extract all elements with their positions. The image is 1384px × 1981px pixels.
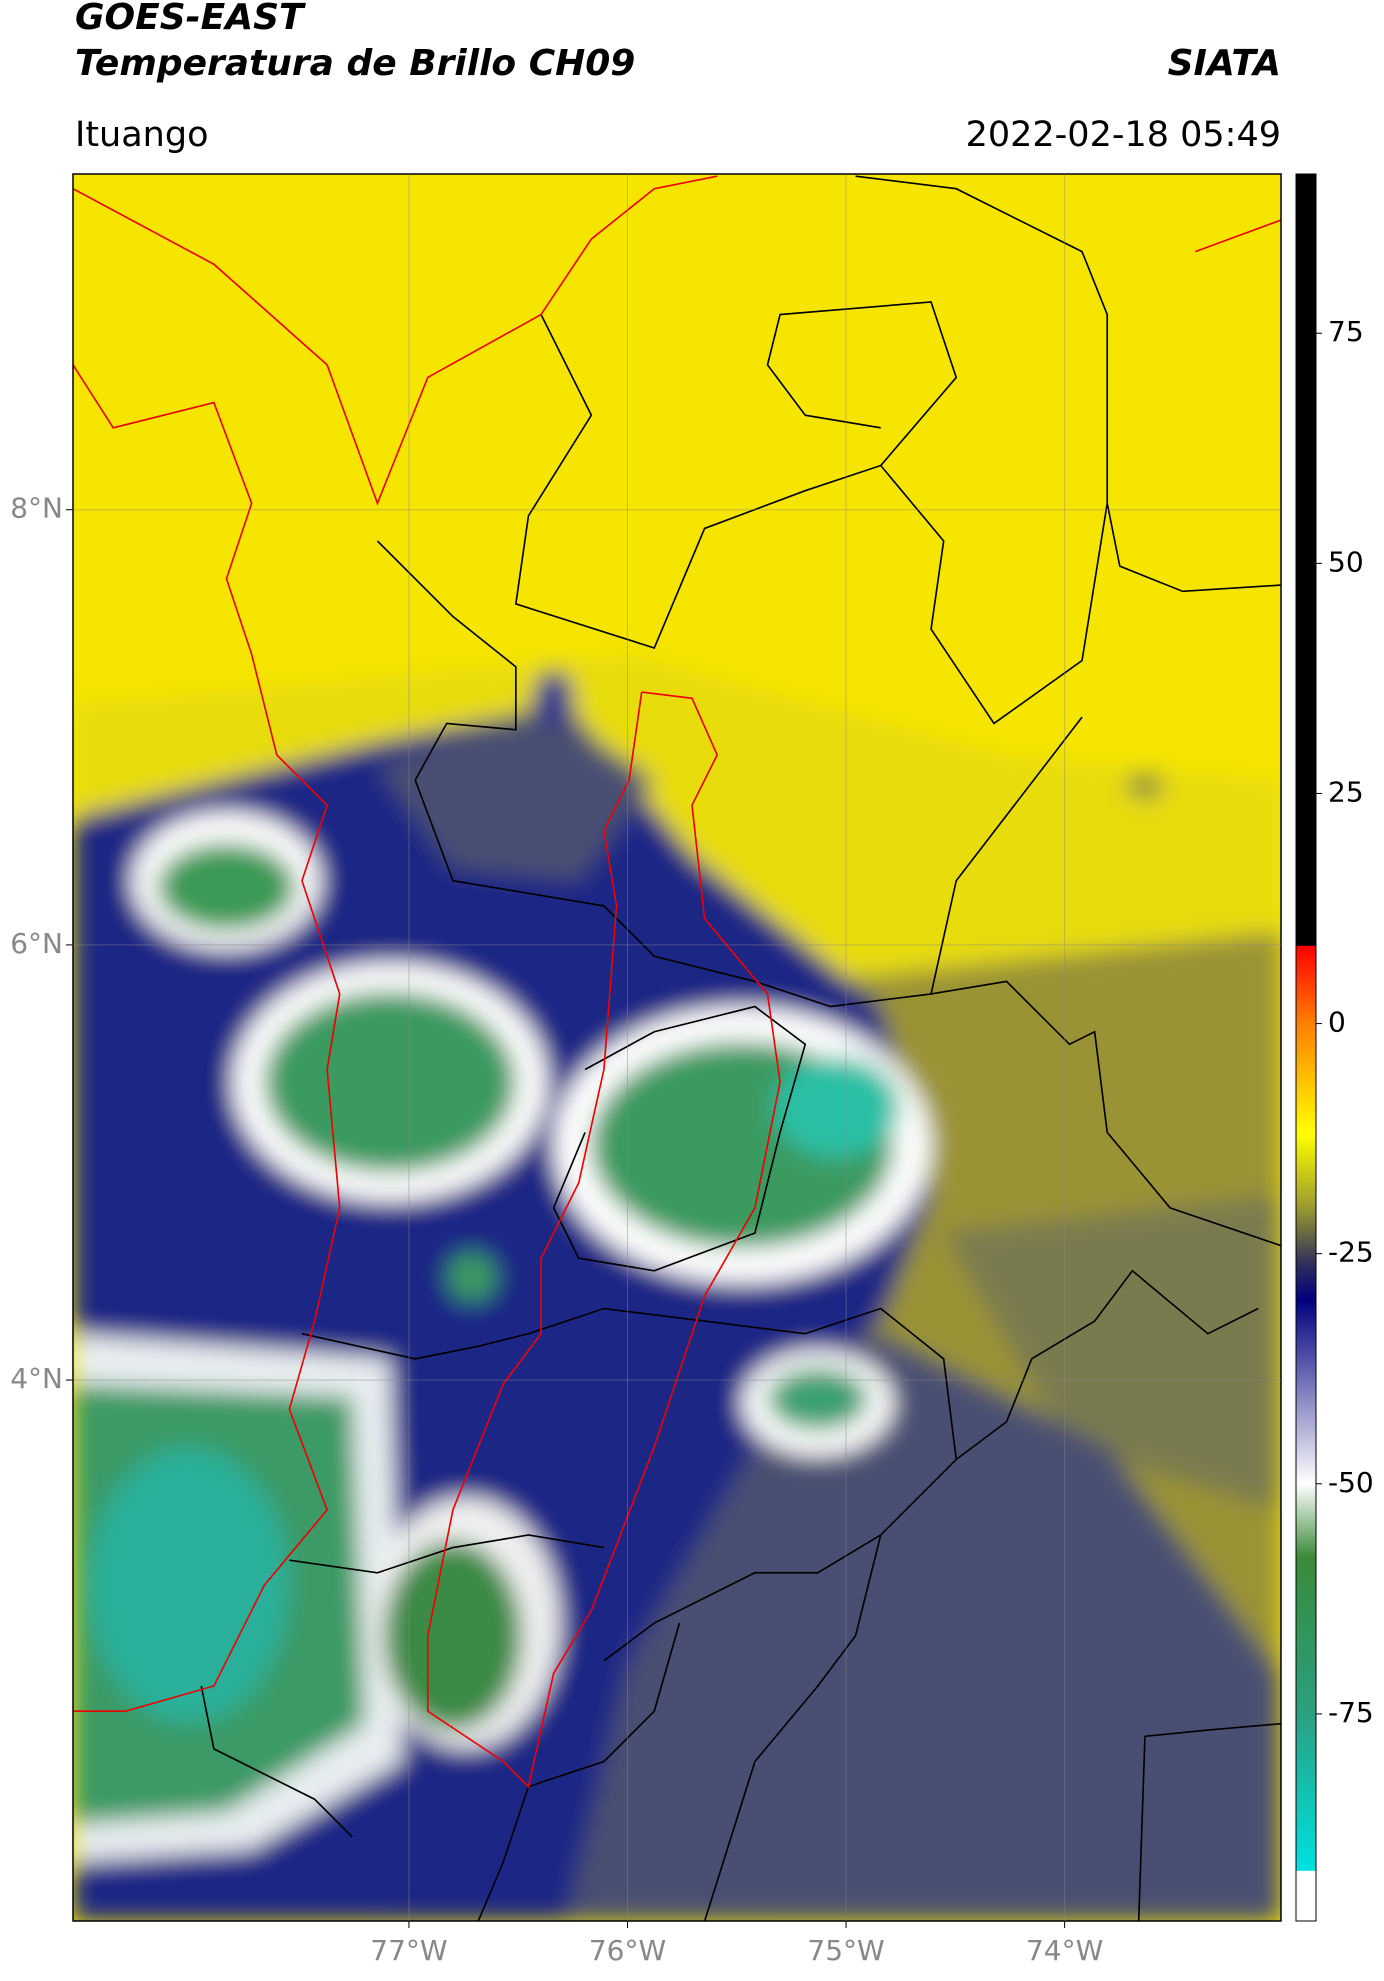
colorbar-tick-label: -50 bbox=[1328, 1466, 1374, 1499]
colorbar-tick-label: 25 bbox=[1328, 775, 1364, 808]
title-line1: GOES-EAST bbox=[75, 0, 306, 38]
satellite-image bbox=[73, 174, 1281, 1921]
x-tick-label: 77°W bbox=[370, 1934, 447, 1967]
colorbar-tick-label: 50 bbox=[1328, 545, 1364, 578]
location: Ituango bbox=[75, 115, 209, 155]
datetime: 2022-02-18 05:49 bbox=[966, 115, 1281, 155]
title-line2: Temperatura de Brillo CH09 bbox=[75, 43, 635, 84]
y-tick-label: 6°N bbox=[10, 927, 63, 960]
map-frame bbox=[72, 173, 1282, 1922]
colorbar-tick-label: -25 bbox=[1328, 1236, 1374, 1269]
y-tick-label: 4°N bbox=[10, 1362, 63, 1395]
x-tick-label: 75°W bbox=[807, 1934, 884, 1967]
x-tick-label: 76°W bbox=[589, 1934, 666, 1967]
colorbar-tick-label: 0 bbox=[1328, 1006, 1346, 1039]
x-tick-label: 74°W bbox=[1026, 1934, 1103, 1967]
colorbar-tick-label: -75 bbox=[1328, 1696, 1374, 1729]
colorbar bbox=[1295, 173, 1317, 1922]
y-tick-label: 8°N bbox=[10, 492, 63, 525]
source: SIATA bbox=[1168, 43, 1281, 84]
colorbar-tick-label: 75 bbox=[1328, 315, 1364, 348]
